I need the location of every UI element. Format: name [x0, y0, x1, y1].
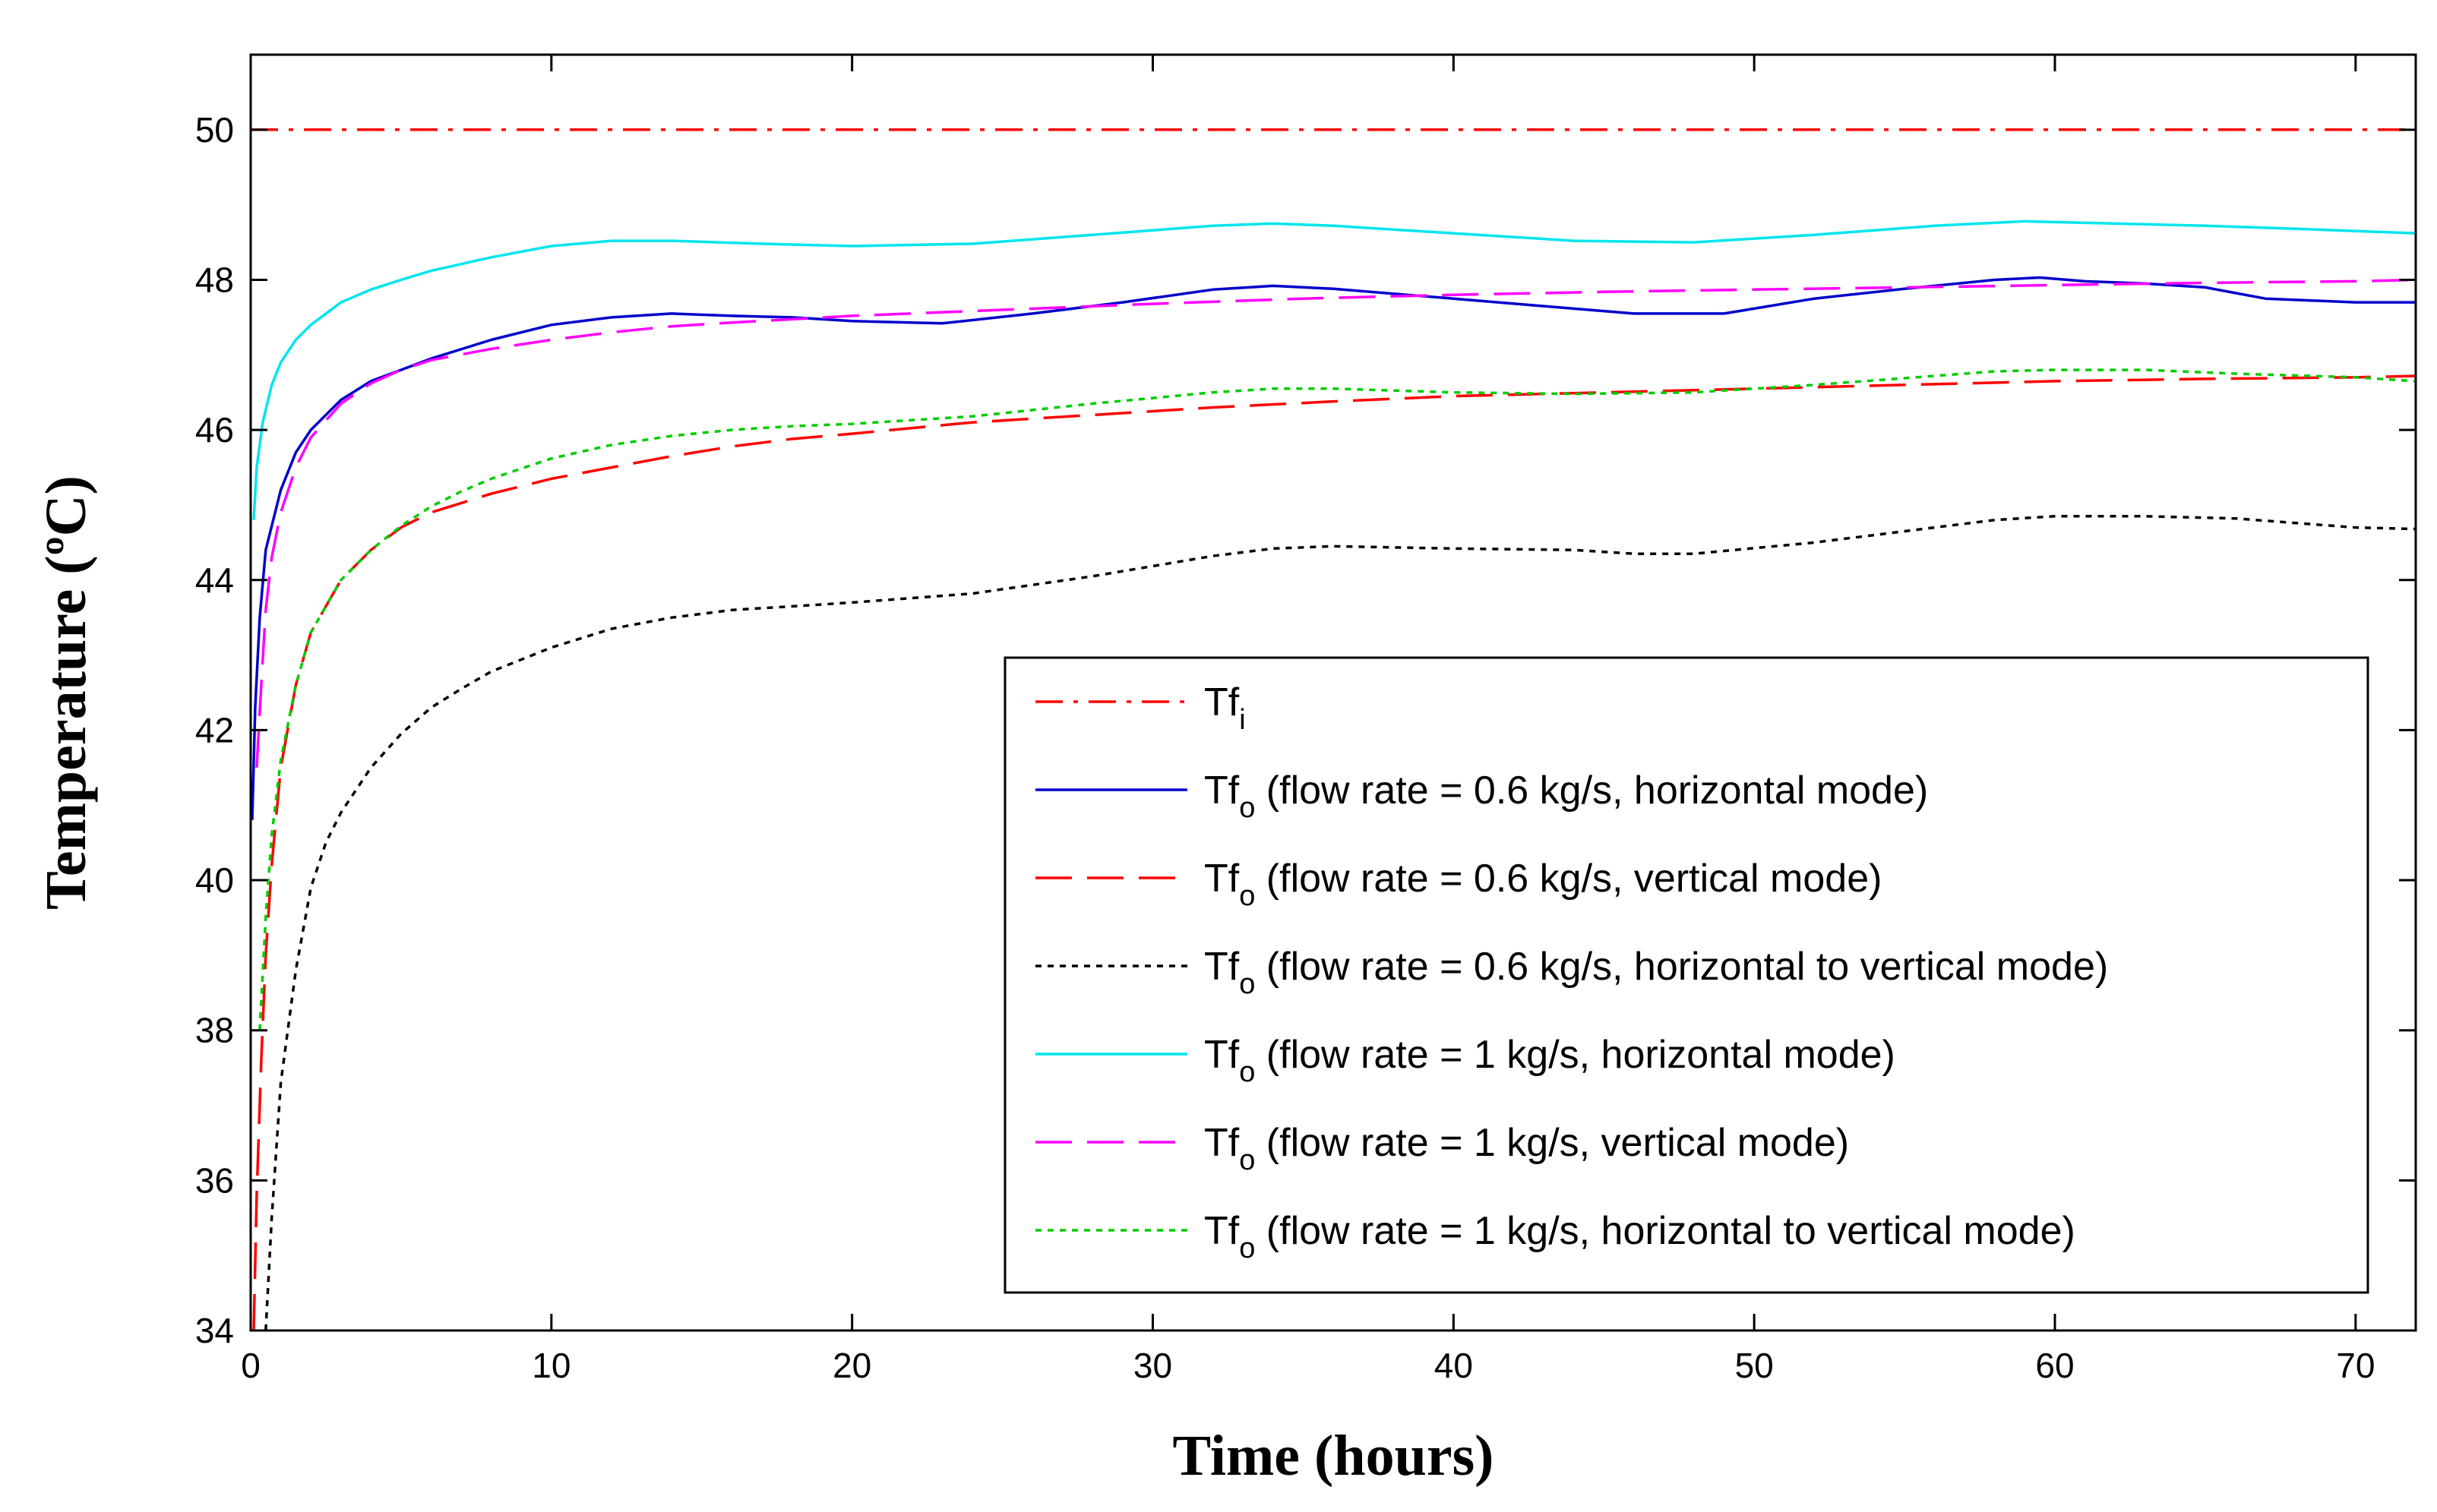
- legend-box: [1004, 656, 2369, 1294]
- legend-rest: (flow rate = 0.6 kg/s, vertical mode): [1255, 857, 1882, 901]
- legend-entry-6: Tfo (flow rate = 1 kg/s, horizontal to v…: [1204, 1209, 2075, 1264]
- x-axis-title: Time (hours): [1173, 1424, 1494, 1488]
- x-tick-label: 30: [1133, 1346, 1172, 1385]
- legend-subscript: o: [1239, 1144, 1255, 1176]
- legend-main: Tf: [1204, 857, 1240, 901]
- y-tick-label: 50: [195, 110, 234, 150]
- x-tick-label: 50: [1735, 1346, 1774, 1385]
- legend-rest: (flow rate = 1 kg/s, horizontal to verti…: [1255, 1209, 2075, 1253]
- legend-subscript: o: [1239, 792, 1255, 824]
- legend-entry-2: Tfo (flow rate = 0.6 kg/s, vertical mode…: [1204, 857, 1882, 912]
- y-axis-title: Temperature (ºC): [34, 475, 98, 910]
- legend-subscript: o: [1239, 880, 1255, 912]
- y-tick-label: 48: [195, 260, 234, 299]
- legend-main: Tf: [1204, 680, 1240, 724]
- x-tick-label: 60: [2035, 1346, 2074, 1385]
- plot-area: [251, 128, 2416, 1330]
- y-tick-label: 38: [195, 1011, 234, 1050]
- legend-main: Tf: [1204, 1209, 1240, 1253]
- legend-main: Tf: [1204, 1033, 1240, 1077]
- legend-subscript: o: [1239, 968, 1255, 1000]
- legend-subscript: o: [1239, 1056, 1255, 1088]
- y-tick-label: 36: [195, 1160, 234, 1200]
- legend-entry-4: Tfo (flow rate = 1 kg/s, horizontal mode…: [1204, 1033, 1895, 1088]
- legend-main: Tf: [1204, 945, 1240, 989]
- x-tick-label: 10: [532, 1346, 571, 1385]
- legend-rest: (flow rate = 0.6 kg/s, horizontal mode): [1255, 769, 1928, 813]
- legend-main: Tf: [1204, 1121, 1240, 1165]
- axes: 0 10 20 30 40 50 60 70 34 36 38 40 42 44 46 48 50: [195, 53, 2417, 1385]
- y-tick-label: 40: [195, 860, 234, 900]
- x-tick-label: 70: [2336, 1346, 2375, 1385]
- legend-main: Tf: [1204, 769, 1240, 813]
- legend-rest: (flow rate = 0.6 kg/s, horizontal to ver…: [1255, 945, 2108, 989]
- series-line-5: [255, 278, 2416, 768]
- x-tick-label: 0: [241, 1346, 261, 1385]
- legend-subscript: i: [1239, 704, 1245, 736]
- legend-entry-5: Tfo (flow rate = 1 kg/s, vertical mode): [1204, 1121, 1849, 1176]
- series-line-4: [252, 219, 2416, 520]
- x-tick-label: 40: [1434, 1346, 1473, 1385]
- legend-entry-1: Tfo (flow rate = 0.6 kg/s, horizontal mo…: [1204, 769, 1928, 824]
- legend-rest: (flow rate = 1 kg/s, vertical mode): [1255, 1121, 1849, 1165]
- series-line-1: [251, 276, 2416, 821]
- series-line-6: [258, 368, 2416, 1031]
- legend-entry-3: Tfo (flow rate = 0.6 kg/s, horizontal to…: [1204, 945, 2108, 1000]
- y-tick-label: 44: [195, 560, 234, 600]
- legend-entry-0: Tfi: [1204, 680, 1246, 736]
- axes-frame: [249, 53, 2417, 1332]
- legend-rest: (flow rate = 1 kg/s, horizontal mode): [1255, 1033, 1895, 1077]
- series-line-3: [264, 515, 2416, 1330]
- legend-subscript: o: [1239, 1233, 1255, 1264]
- x-tick-label: 20: [833, 1346, 871, 1385]
- y-tick-label: 42: [195, 710, 234, 750]
- y-tick-label: 46: [195, 410, 234, 450]
- y-tick-label: 34: [195, 1311, 234, 1350]
